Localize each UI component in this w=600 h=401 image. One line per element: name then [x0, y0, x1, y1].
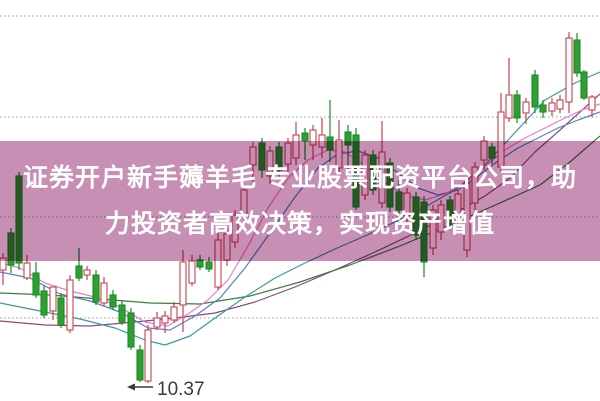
candle-body	[196, 259, 204, 268]
candle	[57, 293, 65, 328]
candle-body	[100, 282, 108, 304]
candle	[588, 95, 596, 117]
left-arrow-icon	[127, 383, 135, 391]
candle-body	[565, 37, 573, 103]
candle	[170, 302, 178, 323]
candle-body	[205, 261, 213, 270]
candle	[40, 285, 48, 318]
candle-body	[588, 96, 596, 111]
low-price-label: 10.37	[157, 379, 205, 400]
candle-body	[161, 315, 169, 324]
candle	[49, 286, 57, 320]
candle-body	[505, 94, 513, 119]
candle-body	[23, 262, 31, 279]
candle-body	[179, 261, 187, 306]
candle-body	[548, 102, 556, 112]
candle	[153, 312, 161, 330]
promo-text-line-2: 力投资者高效决策，实现资产增值	[104, 210, 495, 238]
low-price-annotation: 10.37	[127, 379, 205, 400]
candle-body	[136, 349, 144, 381]
candle	[127, 308, 135, 350]
candle	[539, 100, 547, 118]
candle-body	[118, 304, 126, 323]
candle	[531, 70, 539, 113]
candle	[118, 300, 126, 325]
candle	[573, 33, 581, 77]
candle-body	[83, 269, 91, 276]
candle	[92, 270, 100, 305]
candle-body	[580, 71, 588, 99]
candle	[83, 266, 91, 280]
candle	[109, 290, 117, 310]
candle	[548, 98, 556, 116]
promo-text-line-1: 证券开户新手薅羊毛 专业股票配资平台公司，助	[23, 164, 577, 192]
candle-body	[49, 286, 57, 312]
candle	[161, 311, 169, 333]
candle-body	[539, 104, 547, 113]
candle	[513, 90, 521, 123]
candle-body	[556, 99, 564, 110]
candle	[522, 98, 530, 124]
candle-body	[170, 306, 178, 321]
candle-body	[40, 290, 48, 316]
promo-banner	[0, 141, 600, 261]
candle-body	[57, 297, 65, 326]
promo-banner-text: 证券开户新手薅羊毛 专业股票配资平台公司，助 力投资者高效决策，实现资产增值	[0, 141, 600, 261]
candle-body	[127, 312, 135, 348]
candle	[556, 95, 564, 113]
candle	[565, 32, 573, 113]
candle-body	[188, 260, 196, 284]
candle-body	[32, 272, 40, 296]
candle-body	[144, 329, 152, 382]
candle-body	[109, 294, 117, 308]
candle-body	[153, 317, 161, 328]
candle-body	[66, 279, 74, 331]
candle-body	[92, 274, 100, 303]
candle	[580, 70, 588, 100]
candle	[100, 277, 108, 306]
candle	[32, 262, 40, 298]
candle-body	[573, 39, 581, 74]
candle-body	[522, 101, 530, 114]
candle	[144, 325, 152, 383]
candle	[66, 275, 74, 333]
candle-body	[301, 132, 309, 142]
candle	[179, 250, 187, 332]
candle	[136, 345, 144, 382]
candle-body	[513, 94, 521, 119]
candle-body	[531, 74, 539, 108]
candle-body	[75, 265, 83, 279]
candle	[505, 58, 513, 122]
